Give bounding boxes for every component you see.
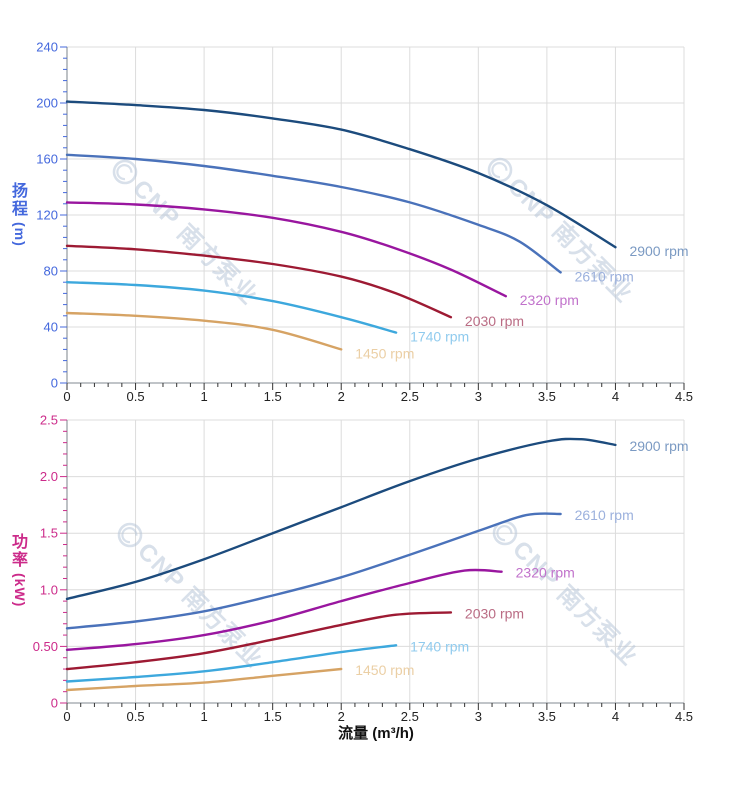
power-axis-unit: (kW) [12, 573, 28, 608]
head-axis-title-char1: 扬 [11, 183, 28, 200]
power-axis-title-char2: 率 [11, 552, 28, 569]
flow-axis-title: 流量 (m³/h) [338, 725, 414, 742]
y-tick-label: 200 [36, 96, 58, 111]
x-tick-label: 2 [338, 389, 345, 404]
curve-label-power-vs-flow-2030rpm: 2030 rpm [465, 605, 524, 621]
watermark-text: CNP 南方泵业 [507, 535, 643, 671]
x-tick-label: 1.5 [264, 709, 282, 724]
curve-label-head-vs-flow-2320rpm: 2320 rpm [520, 292, 579, 308]
x-tick-label: 3.5 [538, 389, 556, 404]
curve-head-vs-flow-2900rpm [65, 100, 617, 249]
curve-label-head-vs-flow-2610rpm: 2610 rpm [575, 268, 634, 284]
curve-power-vs-flow-1450rpm [65, 667, 343, 692]
x-tick-label: 2.5 [401, 389, 419, 404]
x-tick-label: 2.5 [401, 709, 419, 724]
curve-power-vs-flow-2320rpm [65, 568, 503, 651]
y-tick-label: 2.5 [40, 413, 58, 428]
curve-power-vs-flow-2610rpm [65, 512, 562, 630]
power-axis-title: 功 率 (kW) [8, 534, 32, 607]
power-axis-title-char1: 功 [11, 534, 28, 551]
curve-label-head-vs-flow-1450rpm: 1450 rpm [355, 345, 414, 361]
x-tick-label: 3 [475, 709, 482, 724]
curve-label-power-vs-flow-2610rpm: 2610 rpm [575, 507, 634, 523]
y-tick-label: 0.50 [33, 639, 58, 654]
head-axis-unit: (m) [12, 222, 28, 247]
curve-label-head-vs-flow-2900rpm: 2900 rpm [629, 243, 688, 259]
x-tick-label: 0 [63, 389, 70, 404]
curve-label-power-vs-flow-2320rpm: 2320 rpm [516, 565, 575, 581]
x-tick-label: 4.5 [675, 389, 693, 404]
x-tick-label: 4 [612, 709, 619, 724]
y-tick-label: 1.0 [40, 582, 58, 597]
x-tick-label: 1 [200, 389, 207, 404]
curve-head-vs-flow-2030rpm [65, 244, 453, 319]
y-tick-label: 40 [44, 320, 58, 335]
y-tick-label: 1.5 [40, 526, 58, 541]
curve-head-vs-flow-2610rpm [65, 153, 562, 274]
curve-power-vs-flow-1740rpm [65, 644, 398, 683]
brand-logo-icon [117, 522, 143, 548]
y-tick-label: 120 [36, 208, 58, 223]
curve-power-vs-flow-2030rpm [65, 611, 453, 671]
curve-label-power-vs-flow-1740rpm: 1740 rpm [410, 638, 469, 654]
curve-power-vs-flow-2900rpm [65, 437, 617, 601]
curve-head-vs-flow-1450rpm [65, 311, 343, 351]
y-tick-label: 80 [44, 264, 58, 279]
head-axis-title: 扬 程 (m) [8, 183, 32, 247]
x-tick-label: 1 [200, 709, 207, 724]
curve-head-vs-flow-2320rpm [65, 201, 507, 298]
brand-watermark: CNP 南方泵业 [112, 159, 264, 311]
x-tick-label: 0.5 [127, 389, 145, 404]
y-tick-label: 0 [51, 376, 58, 391]
head-axis-title-char2: 程 [11, 201, 28, 218]
x-tick-label: 2 [338, 709, 345, 724]
x-tick-label: 1.5 [264, 389, 282, 404]
curve-label-power-vs-flow-2900rpm: 2900 rpm [629, 438, 688, 454]
x-tick-label: 3 [475, 389, 482, 404]
x-tick-label: 4.5 [675, 709, 693, 724]
x-tick-label: 0.5 [127, 709, 145, 724]
y-tick-label: 240 [36, 40, 58, 55]
x-tick-label: 0 [63, 709, 70, 724]
brand-watermark: CNP 南方泵业 [492, 520, 644, 672]
x-tick-label: 3.5 [538, 709, 556, 724]
curve-head-vs-flow-1740rpm [65, 281, 398, 334]
curve-label-head-vs-flow-1740rpm: 1740 rpm [410, 329, 469, 345]
brand-logo-icon [112, 159, 138, 185]
curve-label-power-vs-flow-1450rpm: 1450 rpm [355, 662, 414, 678]
y-tick-label: 0 [51, 696, 58, 711]
y-tick-label: 2.0 [40, 469, 58, 484]
y-tick-label: 160 [36, 152, 58, 167]
x-tick-label: 4 [612, 389, 619, 404]
curve-label-head-vs-flow-2030rpm: 2030 rpm [465, 313, 524, 329]
